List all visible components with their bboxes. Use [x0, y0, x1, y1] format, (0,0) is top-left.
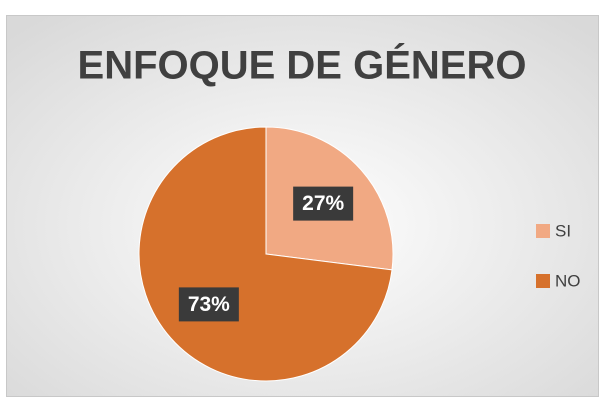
data-label: 27%: [302, 192, 344, 215]
chart-title: ENFOQUE DE GÉNERO: [78, 43, 527, 88]
data-label: 73%: [188, 293, 230, 316]
legend-label: NO: [555, 271, 581, 290]
legend-swatch: [536, 274, 550, 288]
legend-label: SI: [555, 221, 571, 240]
data-label-box: [293, 186, 354, 221]
legend-swatch: [536, 224, 550, 238]
data-label-box: [178, 287, 239, 322]
